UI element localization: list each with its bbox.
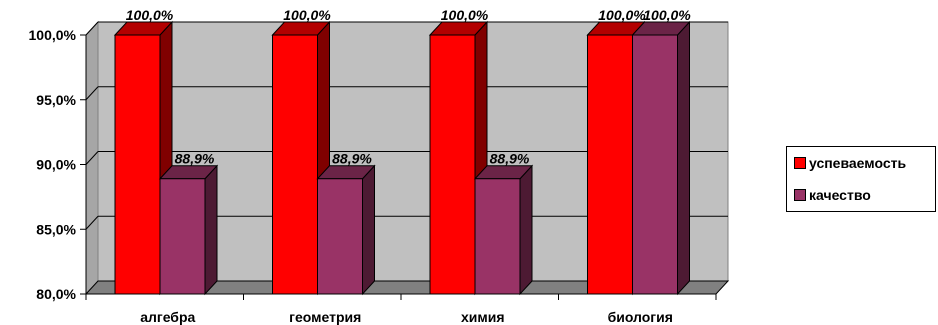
y-tick-label: 100,0% [29, 27, 77, 43]
x-tick-label: биология [608, 309, 673, 325]
gridline-side [85, 151, 99, 165]
bar-kachestvo-side [204, 164, 218, 296]
legend-label-uspevaemost: успеваемость [809, 155, 907, 171]
legend-swatch-uspevaemost [794, 157, 806, 169]
legend-item-kachestvo: качество [794, 186, 871, 204]
y-tick-label: 95,0% [36, 92, 76, 108]
data-labels: 100,0%88,9%100,0%88,9%100,0%88,9%100,0%1… [126, 7, 692, 167]
legend: успеваемость качество [786, 146, 936, 212]
bar-kachestvo [632, 34, 678, 295]
x-axis-tick-labels: алгебра геометрия химия биология [140, 309, 673, 325]
data-label-uspevaemost: 100,0% [598, 7, 646, 23]
y-tick-label: 85,0% [36, 221, 76, 237]
bar-kachestvo-side [677, 20, 690, 296]
data-label-uspevaemost: 100,0% [441, 7, 489, 23]
bar-kachestvo [317, 178, 363, 295]
bar-kachestvo [474, 178, 521, 295]
x-tick-label: геометрия [289, 309, 361, 325]
data-label-uspevaemost: 100,0% [126, 7, 174, 23]
bar-kachestvo-side [519, 164, 533, 296]
bar-uspevaemost [114, 34, 161, 295]
x-tick-label: химия [461, 309, 505, 325]
gridline-side [85, 86, 99, 101]
bar-kachestvo-side [362, 164, 375, 296]
data-label-kachestvo: 88,9% [175, 151, 215, 167]
bar-uspevaemost [587, 34, 633, 295]
data-label-kachestvo: 88,9% [490, 151, 530, 167]
y-axis-tick-labels: 80,0% 85,0% 90,0% 95,0% 100,0% [29, 27, 77, 302]
legend-label-kachestvo: качество [809, 187, 871, 203]
gridline-side [85, 215, 99, 230]
data-label-kachestvo: 88,9% [332, 151, 372, 167]
gridline-side [85, 21, 99, 36]
data-label-uspevaemost: 100,0% [283, 7, 331, 23]
legend-swatch-kachestvo [794, 189, 806, 201]
bars [113, 20, 691, 296]
y-tick-label: 90,0% [36, 157, 76, 173]
bar-uspevaemost [272, 34, 318, 295]
bar-uspevaemost [429, 34, 476, 295]
y-tick-label: 80,0% [36, 286, 76, 302]
x-tick-label: алгебра [140, 309, 195, 325]
data-label-kachestvo: 100,0% [643, 7, 691, 23]
legend-item-uspevaemost: успеваемость [794, 154, 906, 172]
bar-kachestvo [159, 178, 206, 295]
